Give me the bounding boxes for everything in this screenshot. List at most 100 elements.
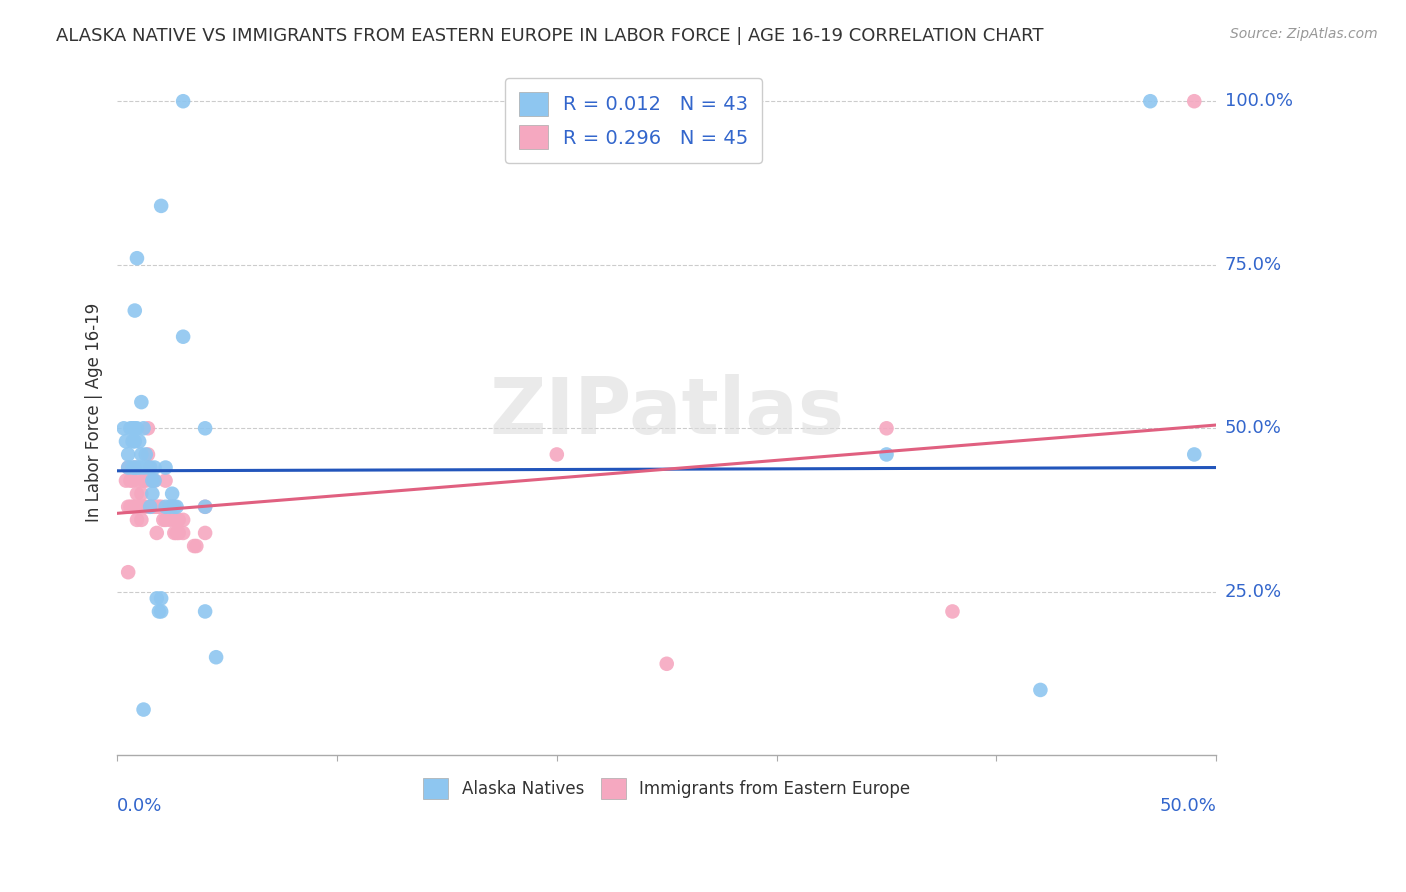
Point xyxy=(128,460,150,475)
Point xyxy=(141,500,163,514)
Point xyxy=(1182,447,1205,461)
Point xyxy=(117,460,139,475)
Point xyxy=(121,460,143,475)
Point xyxy=(136,421,159,435)
Point xyxy=(135,447,157,461)
Point xyxy=(163,500,186,514)
Point xyxy=(124,460,146,475)
Point xyxy=(163,513,186,527)
Text: 100.0%: 100.0% xyxy=(1225,92,1292,111)
Text: 25.0%: 25.0% xyxy=(1225,582,1282,601)
Point xyxy=(124,434,146,449)
Point xyxy=(141,474,163,488)
Point xyxy=(143,460,166,475)
Text: 0.0%: 0.0% xyxy=(117,797,163,814)
Point xyxy=(131,447,153,461)
Point xyxy=(143,474,166,488)
Point xyxy=(145,525,167,540)
Point xyxy=(143,500,166,514)
Point xyxy=(167,513,190,527)
Point xyxy=(121,421,143,435)
Point xyxy=(139,460,162,475)
Y-axis label: In Labor Force | Age 16-19: In Labor Force | Age 16-19 xyxy=(86,302,103,522)
Point xyxy=(115,434,138,449)
Point xyxy=(124,303,146,318)
Point xyxy=(115,474,138,488)
Point xyxy=(172,513,194,527)
Point xyxy=(128,474,150,488)
Point xyxy=(117,565,139,579)
Point xyxy=(120,500,142,514)
Point xyxy=(120,474,142,488)
Point xyxy=(132,474,155,488)
Point xyxy=(155,474,177,488)
Point xyxy=(152,513,174,527)
Point xyxy=(132,421,155,435)
Point xyxy=(143,474,166,488)
Point xyxy=(136,460,159,475)
Point xyxy=(172,329,194,343)
Point xyxy=(150,604,173,618)
Text: 75.0%: 75.0% xyxy=(1225,256,1282,274)
Point xyxy=(159,500,181,514)
Point xyxy=(145,500,167,514)
Point xyxy=(117,447,139,461)
Point xyxy=(163,525,186,540)
Point xyxy=(150,500,173,514)
Point xyxy=(167,525,190,540)
Point xyxy=(155,460,177,475)
Point xyxy=(150,591,173,606)
Point xyxy=(131,395,153,409)
Point xyxy=(194,525,217,540)
Point xyxy=(183,539,205,553)
Point xyxy=(112,421,135,435)
Point xyxy=(128,434,150,449)
Point xyxy=(139,460,162,475)
Point xyxy=(1139,94,1161,108)
Point xyxy=(121,474,143,488)
Point xyxy=(159,513,181,527)
Point xyxy=(131,513,153,527)
Point xyxy=(141,486,163,500)
Point xyxy=(120,421,142,435)
Point xyxy=(125,251,148,265)
Point xyxy=(155,500,177,514)
Point xyxy=(135,500,157,514)
Point xyxy=(941,604,963,618)
Point xyxy=(655,657,678,671)
Point xyxy=(160,486,183,500)
Point xyxy=(166,513,188,527)
Point xyxy=(117,500,139,514)
Point xyxy=(128,500,150,514)
Point xyxy=(125,513,148,527)
Text: 50.0%: 50.0% xyxy=(1160,797,1216,814)
Point xyxy=(125,421,148,435)
Point xyxy=(132,500,155,514)
Point xyxy=(876,421,898,435)
Point xyxy=(166,525,188,540)
Point xyxy=(132,702,155,716)
Point xyxy=(148,604,170,618)
Point xyxy=(194,500,217,514)
Point xyxy=(135,474,157,488)
Point xyxy=(124,460,146,475)
Point xyxy=(160,500,183,514)
Text: ZIPatlas: ZIPatlas xyxy=(489,374,844,450)
Point xyxy=(125,460,148,475)
Point xyxy=(546,447,568,461)
Point xyxy=(132,460,155,475)
Point xyxy=(166,500,188,514)
Point xyxy=(194,421,217,435)
Point xyxy=(205,650,228,665)
Point xyxy=(139,500,162,514)
Point xyxy=(194,604,217,618)
Point xyxy=(121,434,143,449)
Point xyxy=(1182,94,1205,108)
Legend: Alaska Natives, Immigrants from Eastern Europe: Alaska Natives, Immigrants from Eastern … xyxy=(413,769,920,809)
Point xyxy=(148,500,170,514)
Point xyxy=(117,460,139,475)
Point xyxy=(139,500,162,514)
Point xyxy=(125,486,148,500)
Point xyxy=(136,447,159,461)
Text: ALASKA NATIVE VS IMMIGRANTS FROM EASTERN EUROPE IN LABOR FORCE | AGE 16-19 CORRE: ALASKA NATIVE VS IMMIGRANTS FROM EASTERN… xyxy=(56,27,1043,45)
